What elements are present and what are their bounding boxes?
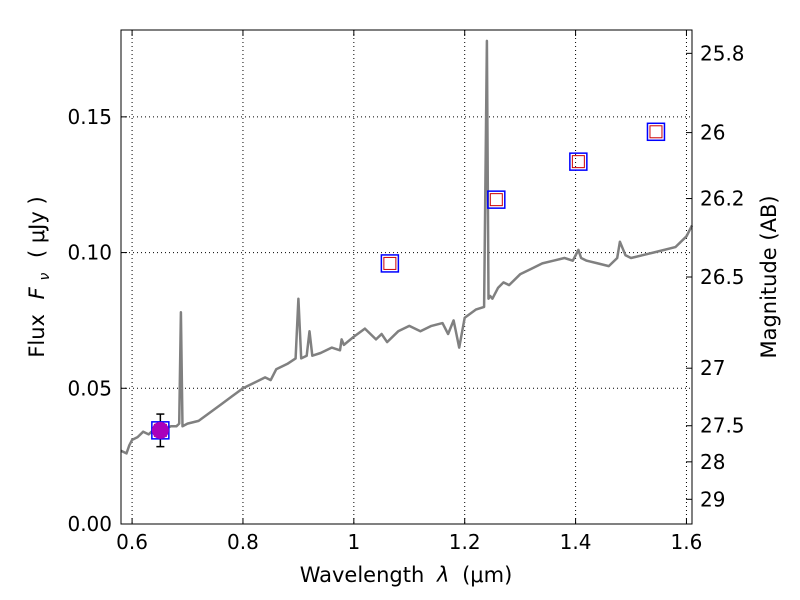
x-axis-label-symbol: λ <box>436 563 449 587</box>
y2-tick-label: 29 <box>700 487 725 511</box>
model-box-inner <box>383 256 397 270</box>
y2-tick-label: 26.2 <box>700 187 745 211</box>
series-layer <box>120 39 694 455</box>
y-axis-label-symbol: F <box>25 286 49 299</box>
y2-tick-label: 25.8 <box>700 41 745 65</box>
x-tick-label: 1.2 <box>449 530 481 554</box>
x-tick-label: 1.4 <box>560 530 592 554</box>
x-tick-label: 1 <box>347 530 360 554</box>
model-box-inner <box>571 155 585 169</box>
y2-tick-label: 28 <box>700 450 725 474</box>
x-tick-label: 0.8 <box>227 530 259 554</box>
y-axis-label-prefix: Flux <box>25 314 49 358</box>
y2-tick-label: 26.5 <box>700 265 745 289</box>
marker-layer <box>151 122 666 448</box>
model-box-outer <box>646 122 666 142</box>
model-box-outer <box>487 190 506 209</box>
model-box-inner <box>489 193 503 207</box>
x-tick-label: 0.6 <box>116 530 148 554</box>
y-tick-label: 0.00 <box>67 512 112 536</box>
y2-tick-label: 26 <box>700 121 725 145</box>
y2-axis-label: Magnitude (AB) <box>757 195 781 358</box>
y2-tick-label: 27.5 <box>700 414 745 438</box>
model-box-outer <box>569 152 588 171</box>
observed-point <box>151 421 169 439</box>
y-axis-label-unit: ( μJy ) <box>25 196 49 258</box>
x-axis-label: Wavelength λ (μm) <box>300 563 513 587</box>
y-tick-label: 0.10 <box>67 241 112 265</box>
y-axis-label: Flux F ν ( μJy ) <box>25 196 54 357</box>
tick-layer: 0.6 0.8 1 1.2 1.4 1.6 0.00 0.05 0.10 0.15 25.8 26 26… <box>67 30 745 554</box>
x-axis-label-prefix: Wavelength <box>300 563 425 587</box>
y-tick-label: 0.15 <box>67 105 112 129</box>
x-tick-label: 1.6 <box>671 530 703 554</box>
spectrum-line <box>120 39 694 455</box>
x-axis-label-unit: (μm) <box>462 563 512 587</box>
y-axis-label-subscript: ν <box>37 273 53 281</box>
y2-tick-label: 27 <box>700 356 725 380</box>
model-box-inner <box>649 125 663 139</box>
model-box-outer <box>380 254 400 273</box>
y-tick-label: 0.05 <box>67 376 112 400</box>
